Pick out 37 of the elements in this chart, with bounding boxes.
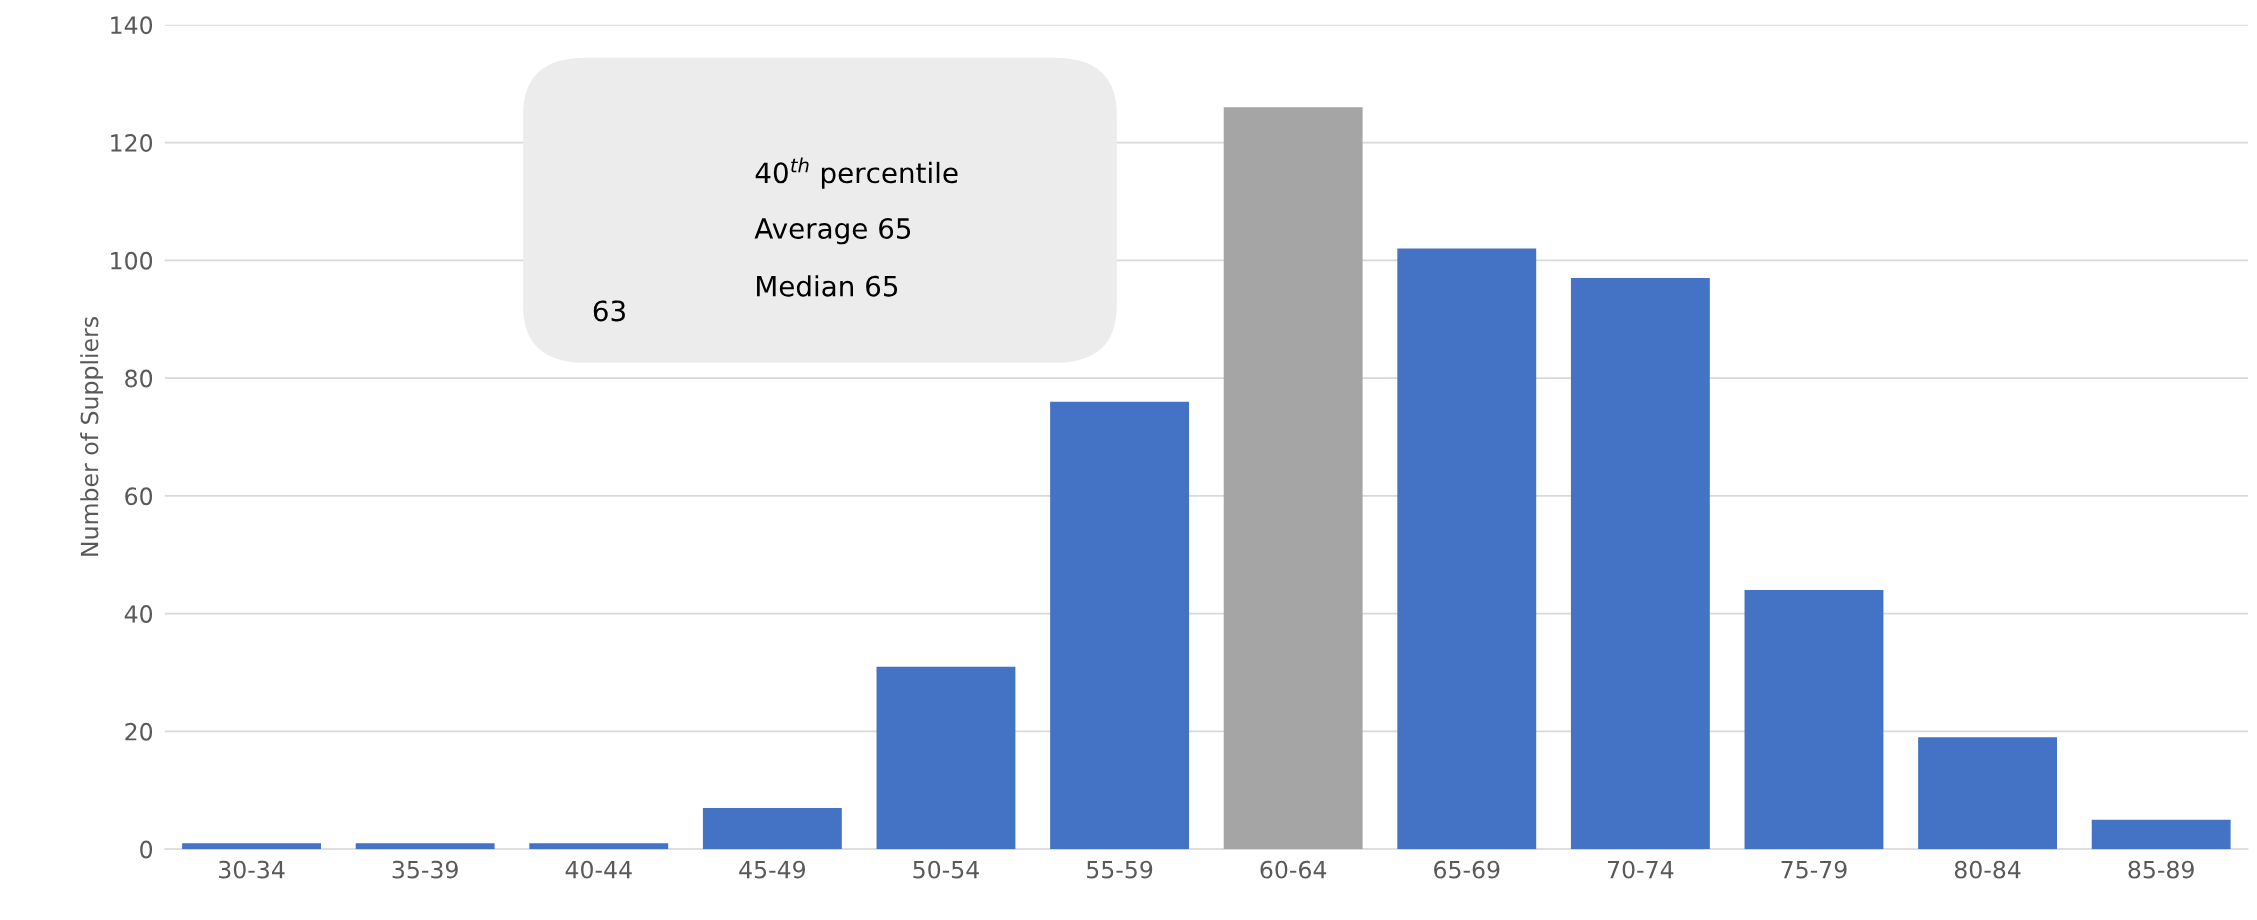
bar <box>1050 401 1190 850</box>
bar <box>2091 819 2231 850</box>
bar <box>1744 590 1884 850</box>
y-tick-label: 40 <box>124 605 153 623</box>
annotation: 40$^{th}$ percentile <box>755 157 958 189</box>
bar <box>876 666 1016 850</box>
x-tick-label: 80-84 <box>1954 860 2021 879</box>
y-tick-label: 80 <box>125 369 153 388</box>
bar <box>1397 248 1537 850</box>
y-tick-label: 0 <box>140 840 153 859</box>
bar <box>355 843 495 850</box>
bar <box>1223 107 1363 850</box>
x-tick-label: 40-44 <box>565 860 632 879</box>
x-tick-label: 65-69 <box>1434 860 1500 879</box>
y-tick-label: 60 <box>125 487 153 506</box>
annotation: Median 65 <box>757 275 898 297</box>
x-tick-label: 35-39 <box>392 860 458 879</box>
x-tick-label: 55-59 <box>1087 860 1153 879</box>
y-axis-title: Number of Suppliers <box>80 317 104 556</box>
y-tick-label: 100 <box>111 251 153 270</box>
bar <box>1918 737 2058 850</box>
annotation: 63 <box>593 300 625 322</box>
bar <box>529 843 669 850</box>
y-tick-label: 120 <box>111 134 153 152</box>
x-tick-label: 75-79 <box>1781 860 1847 879</box>
bar <box>702 807 842 850</box>
x-tick-label: 70-74 <box>1608 860 1674 879</box>
annotation: Average 65 <box>754 217 911 245</box>
x-tick-label: 60-64 <box>1260 860 1327 879</box>
x-tick-label: 50-54 <box>913 860 979 879</box>
bar <box>182 843 321 850</box>
y-tick-label: 20 <box>125 722 153 741</box>
x-tick-label: 85-89 <box>2128 860 2194 879</box>
x-tick-label: 30-34 <box>219 860 285 879</box>
bar <box>1570 278 1710 850</box>
y-tick-label: 140 <box>111 16 153 35</box>
x-tick-label: 45-49 <box>739 860 806 879</box>
